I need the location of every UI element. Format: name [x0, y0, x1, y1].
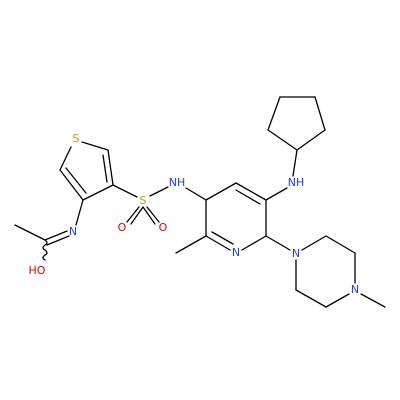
- bonds: [14, 96, 386, 308]
- atom-label: HO: [29, 264, 46, 277]
- atom-label: NH: [169, 176, 186, 189]
- atom-label: S: [140, 194, 147, 207]
- atom-label: O: [159, 221, 168, 234]
- atom-label: N: [69, 225, 77, 238]
- atom-label: N: [351, 283, 359, 296]
- atom-label: NH: [288, 176, 305, 189]
- atom-label: S: [73, 132, 80, 145]
- atom-labels: S N HO S O O NH NH N N N: [29, 132, 360, 296]
- atom-label: N: [232, 246, 240, 259]
- atom-label: N: [292, 247, 300, 260]
- atom-label: O: [118, 221, 127, 234]
